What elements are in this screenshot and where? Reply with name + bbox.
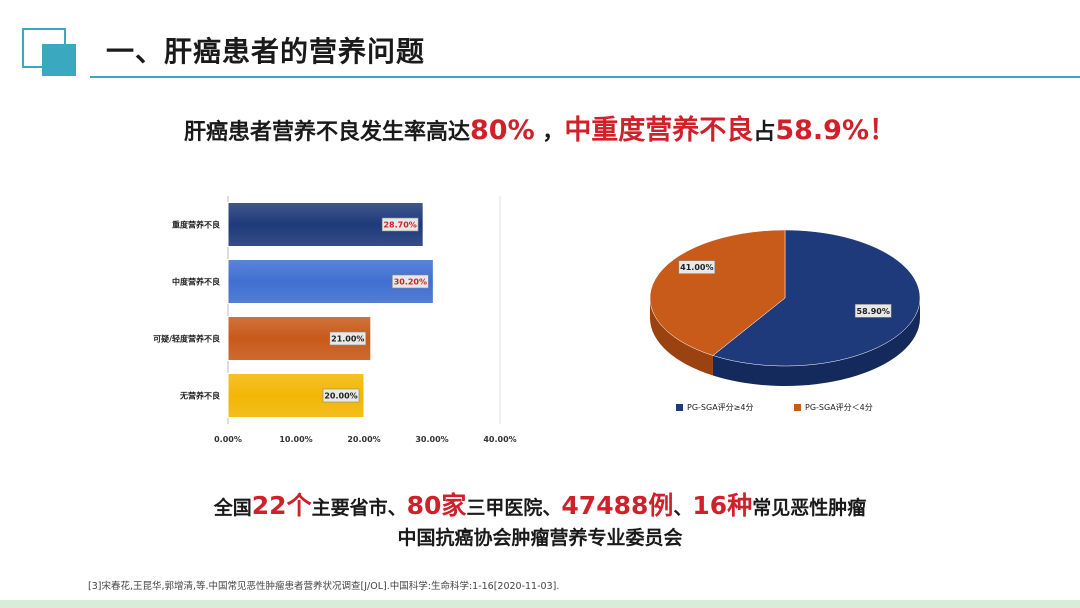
data-label: 28.70% bbox=[383, 221, 416, 230]
headline-severe-rate: 58.9%！ bbox=[775, 115, 896, 146]
pie-side-0 bbox=[712, 298, 920, 386]
headline-rate: 80% bbox=[470, 115, 535, 146]
summary-tumor-types: 16种 bbox=[692, 491, 753, 520]
category-label: 中度营养不良 bbox=[172, 277, 220, 287]
x-tick-label: 20.00% bbox=[347, 435, 380, 444]
summary-provinces: 22个 bbox=[251, 491, 312, 520]
headline: 肝癌患者营养不良发生率高达80% ，中重度营养不良占58.9%！ bbox=[0, 108, 1080, 147]
data-label: 20.00% bbox=[324, 392, 357, 401]
decor-square-fill bbox=[42, 44, 76, 76]
x-tick-label: 10.00% bbox=[279, 435, 312, 444]
bar-chart: 重度营养不良 28.70% 中度营养不良 30.20% 可疑/轻度营养不良 21.00% 无… bbox=[153, 196, 517, 444]
pie-label-box bbox=[854, 304, 892, 318]
data-label-box bbox=[322, 388, 360, 403]
bottom-summary: 全国22个主要省市、80家三甲医院、47488例、16种常见恶性肿瘤 bbox=[0, 486, 1080, 522]
pie-data-label: 58.90% bbox=[857, 307, 890, 316]
summary-pre: 全国 bbox=[213, 497, 252, 519]
data-label-box bbox=[329, 331, 367, 346]
legend-label-1: PG-SGA评分＜4分 bbox=[805, 403, 873, 412]
summary-t1: 主要省市、 bbox=[311, 497, 407, 519]
headline-part1: 肝癌患者营养不良发生率高达 bbox=[183, 120, 470, 145]
title-underline bbox=[90, 76, 1080, 78]
organization: 中国抗癌协会肿瘤营养专业委员会 bbox=[397, 527, 683, 549]
headline-part3: 占 bbox=[753, 120, 776, 145]
data-label: 21.00% bbox=[331, 335, 364, 344]
summary-cases: 47488例 bbox=[561, 491, 674, 520]
pie-side-1 bbox=[650, 298, 713, 376]
category-label: 重度营养不良 bbox=[172, 220, 220, 230]
summary-hospitals: 80家 bbox=[406, 491, 467, 520]
footnote-reference: [3]宋春花,王昆华,郭增清,等.中国常见恶性肿瘤患者营养状况调查[J/OL].… bbox=[88, 581, 560, 592]
summary-t4: 常见恶性肿瘤 bbox=[752, 497, 867, 519]
category-label: 可疑/轻度营养不良 bbox=[153, 334, 220, 344]
legend-swatch-1 bbox=[794, 404, 801, 411]
category-label: 无营养不良 bbox=[179, 391, 220, 401]
legend-label-0: PG-SGA评分≥4分 bbox=[687, 403, 753, 412]
pie-label-box bbox=[678, 260, 716, 274]
bottom-strip bbox=[0, 600, 1080, 608]
pie-chart: 58.90% 41.00% PG-SGA评分≥4分 PG-SGA评分＜4分 bbox=[649, 229, 921, 412]
pie-chart-container: 58.90% 41.00% PG-SGA评分≥4分 PG-SGA评分＜4分 bbox=[640, 210, 930, 430]
x-tick-label: 40.00% bbox=[483, 435, 516, 444]
bar-chart-container: 重度营养不良 28.70% 中度营养不良 30.20% 可疑/轻度营养不良 21.00% 无… bbox=[120, 196, 520, 446]
pie-slice-0 bbox=[712, 229, 921, 367]
headline-severe-label: 中重度营养不良 bbox=[564, 115, 754, 146]
x-tick-label: 0.00% bbox=[214, 435, 242, 444]
data-label-box bbox=[392, 274, 429, 289]
summary-t3: 、 bbox=[673, 497, 693, 519]
summary-t2: 三甲医院、 bbox=[466, 497, 562, 519]
data-label: 30.20% bbox=[394, 278, 427, 287]
headline-part2: ， bbox=[534, 120, 565, 145]
legend-swatch-0 bbox=[676, 404, 683, 411]
x-tick-label: 30.00% bbox=[415, 435, 448, 444]
page-title: 一、肝癌患者的营养问题 bbox=[106, 35, 426, 68]
data-label-box bbox=[381, 217, 419, 232]
pie-data-label: 41.00% bbox=[680, 263, 713, 272]
